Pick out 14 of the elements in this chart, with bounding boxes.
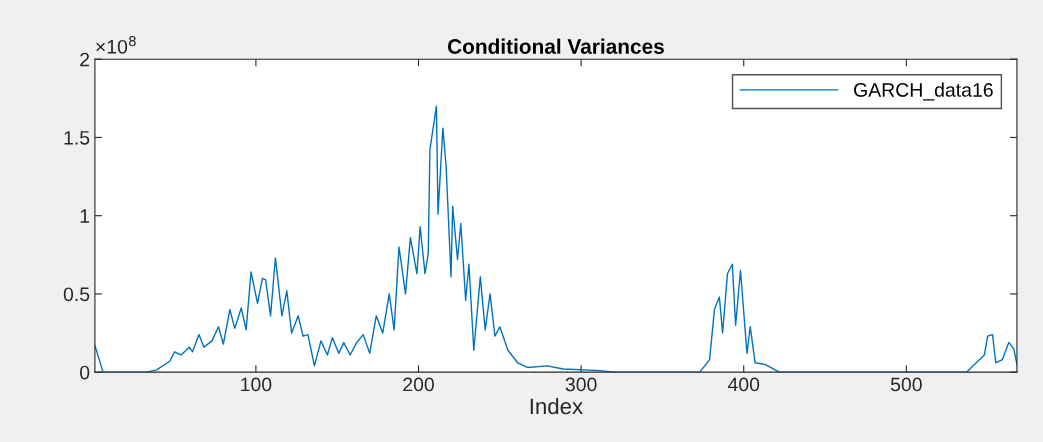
x-tick-label: 300 [565,377,597,392]
x-tick-label: 100 [241,377,272,392]
x-axis-title: Index [530,397,583,415]
y-tick-label: 0.5 [63,287,90,302]
x-tick-label: 500 [890,377,922,392]
chart-title: Conditional Variances [447,38,664,54]
text: GARCH_data16 [854,82,993,101]
y-tick-label: 1 [80,209,90,223]
y-tick-label: 0 [80,365,90,380]
x-tick-label: 400 [727,377,760,392]
y-tick-label: 1.5 [64,131,90,145]
y-tick-label: 2 [80,52,90,67]
x-tick-label: 200 [403,377,434,392]
text: ×10$^{8}$ [96,35,136,54]
